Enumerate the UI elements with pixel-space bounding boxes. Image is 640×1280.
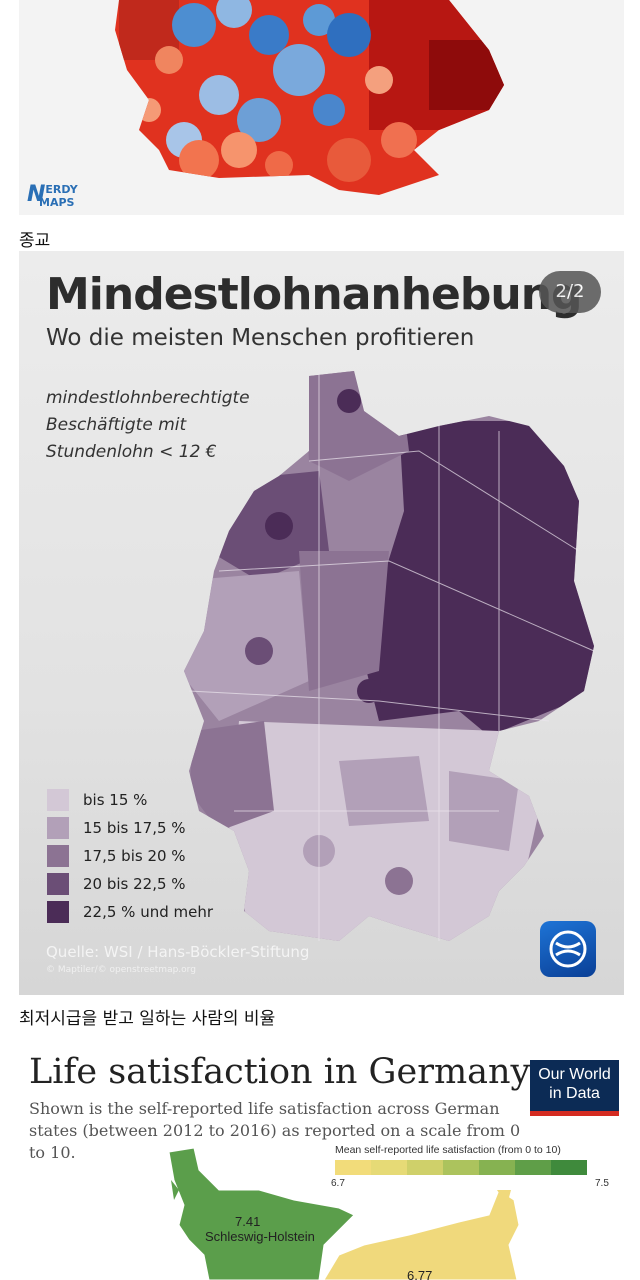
life-title: Life satisfaction in Germany (29, 1052, 531, 1092)
map-description: mindestlohnberechtigte Beschäftigte mit … (46, 385, 250, 466)
caption-religion: 종교 (19, 231, 51, 251)
yellow-state-value: 6.77 (407, 1268, 433, 1280)
sh-value: 7.41 (235, 1214, 261, 1229)
legend-item: 22,5 % und mehr (47, 898, 213, 926)
map-subtitle: Wo die meisten Menschen profitieren (46, 325, 475, 351)
nerdy-maps-logo: NERDY MAPS (27, 182, 78, 209)
legend-label: bis 15 % (83, 791, 148, 809)
our-world-in-data-logo: Our World in Data (530, 1060, 619, 1116)
logo-text-bottom-rest: APS (49, 196, 75, 209)
legend-item: 20 bis 22,5 % (47, 870, 213, 898)
minimum-wage-map (184, 371, 595, 941)
map-title: Mindestlohnanhebung (46, 269, 583, 320)
scale-max: 7.5 (595, 1178, 609, 1189)
scale-step (407, 1160, 443, 1175)
island (171, 1180, 179, 1200)
logo-text-top: ERDY (45, 183, 78, 196)
description-line: mindestlohnberechtigte (46, 388, 250, 408)
life-subtitle: Shown is the self-reported life satisfac… (29, 1099, 521, 1162)
owid-line1: Our World (538, 1066, 611, 1083)
color-scale (335, 1160, 587, 1175)
scale-step (551, 1160, 587, 1175)
tagesschau-globe-icon (549, 930, 587, 968)
region-yellow-state (323, 1189, 520, 1280)
life-satisfaction-map (168, 1147, 520, 1280)
description-line: Beschäftigte mit (46, 415, 187, 435)
religion-map (115, 0, 504, 195)
legend-item: 17,5 bis 20 % (47, 842, 213, 870)
legend-label: 22,5 % und mehr (83, 903, 214, 921)
legend-swatch (47, 789, 69, 811)
scale-title: Mean self-reported life satisfaction (fr… (335, 1144, 561, 1156)
region-borders (188, 371, 595, 941)
caption-minimum-wage: 최저시급을 받고 일하는 사람의 비율 (19, 1009, 276, 1029)
map-regions (184, 371, 594, 941)
scale-step (443, 1160, 479, 1175)
scale-step (479, 1160, 515, 1175)
legend-item: bis 15 % (47, 786, 213, 814)
legend-swatch (47, 845, 69, 867)
tagesschau-logo-icon (540, 921, 596, 977)
scale-step (371, 1160, 407, 1175)
religion-map-regions (115, 0, 504, 195)
legend-label: 17,5 bis 20 % (83, 847, 186, 865)
logo-initial-m: M (39, 196, 50, 209)
logo-text-bottom: MAPS (39, 196, 74, 209)
scale-min: 6.7 (331, 1178, 345, 1189)
scale-step (335, 1160, 371, 1175)
map-legend: bis 15 % 15 bis 17,5 % 17,5 bis 20 % 20 … (47, 786, 213, 926)
scale-step (515, 1160, 551, 1175)
legend-swatch (47, 901, 69, 923)
legend-label: 15 bis 17,5 % (83, 819, 186, 837)
owid-red-bar (530, 1111, 619, 1116)
owid-line2: in Data (549, 1085, 600, 1102)
legend-item: 15 bis 17,5 % (47, 814, 213, 842)
description-line: Stundenlohn < 12 € (46, 442, 217, 462)
sh-name: Schleswig-Holstein (205, 1229, 315, 1244)
life-satisfaction-panel: Life satisfaction in Germany Shown is th… (19, 1040, 624, 1280)
legend-swatch (47, 817, 69, 839)
legend-label: 20 bis 22,5 % (83, 875, 186, 893)
legend-swatch (47, 873, 69, 895)
map-source: Quelle: WSI / Hans-Böckler-Stiftung (46, 943, 310, 961)
map-credit: © Maptiler/© openstreetmap.org (46, 965, 196, 975)
island-ruegen (497, 1190, 511, 1205)
page-indicator: 2/2 (539, 271, 601, 313)
minimum-wage-panel: Mindestlohnanhebung 2/2 Wo die meisten M… (19, 251, 624, 995)
logo-initial-n: N (27, 182, 46, 207)
religion-map-panel: NERDY MAPS (19, 0, 624, 215)
region-schleswig-holstein (168, 1147, 355, 1280)
